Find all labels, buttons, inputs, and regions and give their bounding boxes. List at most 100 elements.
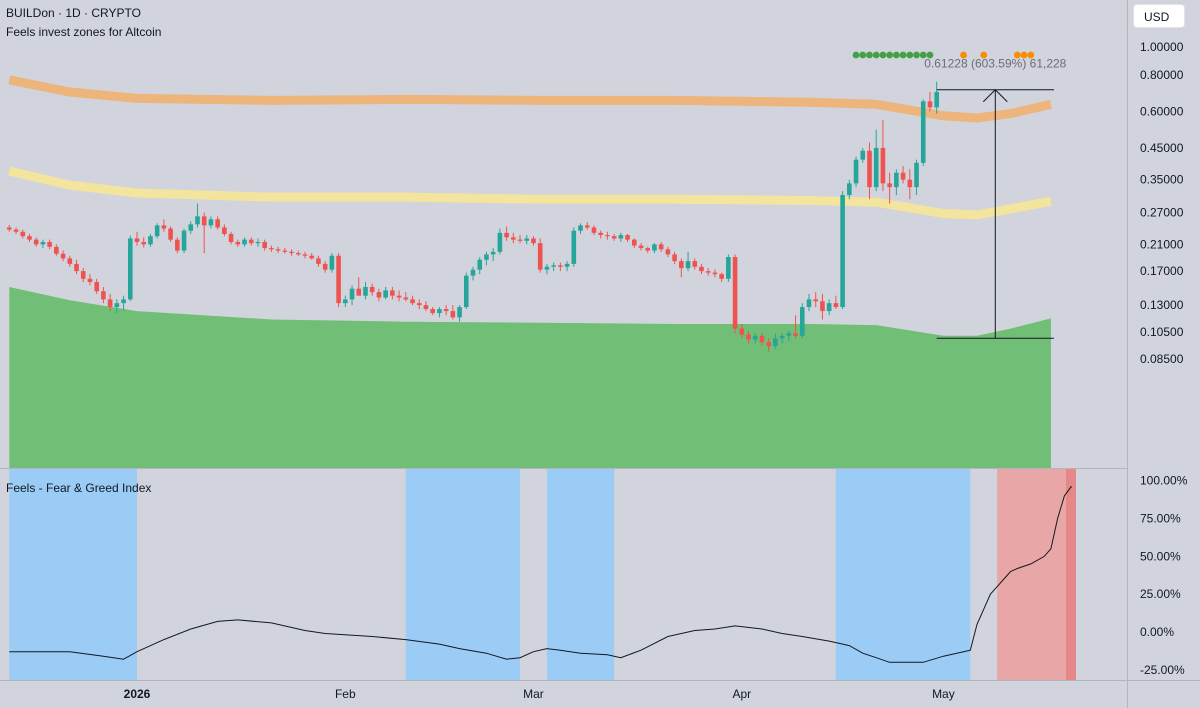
candle (477, 257, 483, 275)
candle (94, 278, 99, 294)
candle-body (275, 249, 281, 251)
candle (605, 231, 610, 240)
candle-body (564, 263, 570, 267)
candle (27, 233, 32, 242)
candle (181, 228, 187, 254)
candle-body (188, 224, 194, 231)
candle-body (880, 147, 886, 184)
currency-button[interactable]: USD (1133, 4, 1185, 28)
candle (201, 212, 207, 254)
candle-body (833, 303, 839, 308)
candle-body (900, 172, 906, 180)
candle (127, 235, 133, 302)
candle (121, 295, 126, 311)
candle-body (390, 290, 395, 296)
candle (712, 269, 718, 278)
candle (692, 258, 698, 270)
candle (222, 224, 227, 237)
signal-dot-green (872, 51, 880, 59)
candle-body (235, 241, 241, 245)
indicator-title: Feels invest zones for Altcoin (6, 25, 162, 39)
candle-body (726, 257, 731, 279)
candle (255, 238, 261, 247)
candle (47, 239, 52, 250)
candle-body (927, 101, 933, 108)
candle-body (463, 275, 469, 308)
candle (638, 243, 644, 251)
candle (927, 91, 933, 112)
candle-body (477, 259, 483, 270)
candle-body (907, 179, 913, 188)
candle-body (208, 219, 214, 226)
price-axis-label: 0.17000 (1140, 264, 1184, 278)
candle (658, 241, 664, 252)
candle (275, 246, 281, 254)
candle (571, 227, 577, 267)
candle (907, 169, 913, 200)
candle (665, 246, 671, 258)
signal-dot-orange (960, 51, 967, 59)
candle-body (934, 91, 939, 108)
candle (336, 253, 341, 308)
candle (107, 293, 113, 312)
candle-body (329, 255, 335, 270)
candle-body (336, 255, 341, 304)
candle (833, 295, 839, 310)
candle (511, 232, 516, 244)
fear-zone (9, 469, 137, 680)
candle-body (363, 286, 368, 296)
candle (403, 292, 409, 302)
candle-body (114, 303, 120, 308)
candle (826, 299, 832, 316)
candle-body (712, 272, 718, 275)
price-axis-label: 0.13000 (1140, 298, 1184, 312)
candle-body (679, 261, 684, 269)
fear-zone (835, 469, 971, 680)
candle-body (631, 239, 637, 246)
signal-dot-orange (1020, 51, 1028, 59)
price-axis-label: 0.45000 (1140, 141, 1184, 155)
candle-body (396, 295, 402, 298)
candle-body (94, 282, 99, 292)
candle-body (598, 232, 603, 236)
price-axis-label: 0.35000 (1140, 173, 1184, 187)
candle (13, 227, 19, 234)
price-pane (7, 75, 1054, 468)
candle (383, 286, 388, 300)
candle-body (269, 248, 274, 250)
candle (860, 147, 866, 163)
candle (457, 305, 462, 322)
candle-body (665, 249, 671, 255)
candle-body (799, 307, 805, 336)
candle (141, 237, 147, 248)
candle (195, 203, 200, 228)
candle-body (484, 254, 489, 260)
candle (295, 250, 301, 256)
candle-body (134, 238, 140, 242)
candle (591, 225, 597, 236)
candle-body (127, 238, 133, 300)
symbol-title: BUILDon · 1D · CRYPTO (6, 6, 141, 20)
candle (739, 323, 745, 339)
candle (631, 238, 637, 249)
candle-body (369, 286, 375, 293)
candle (537, 238, 543, 273)
candle-body (161, 225, 167, 229)
candle-body (383, 290, 388, 298)
candle (114, 299, 120, 314)
candle (80, 268, 86, 283)
candle-body (107, 299, 113, 308)
candle (786, 330, 792, 341)
candle (544, 263, 550, 275)
greed-zone (997, 469, 1076, 680)
candle (87, 274, 93, 286)
candle-body (457, 307, 462, 318)
candle (242, 237, 247, 247)
signal-dot-green (859, 51, 867, 59)
candle-body (920, 101, 926, 163)
candle-body (732, 257, 738, 329)
candle-body (282, 250, 288, 252)
candle-body (497, 232, 503, 252)
candle (813, 292, 819, 308)
